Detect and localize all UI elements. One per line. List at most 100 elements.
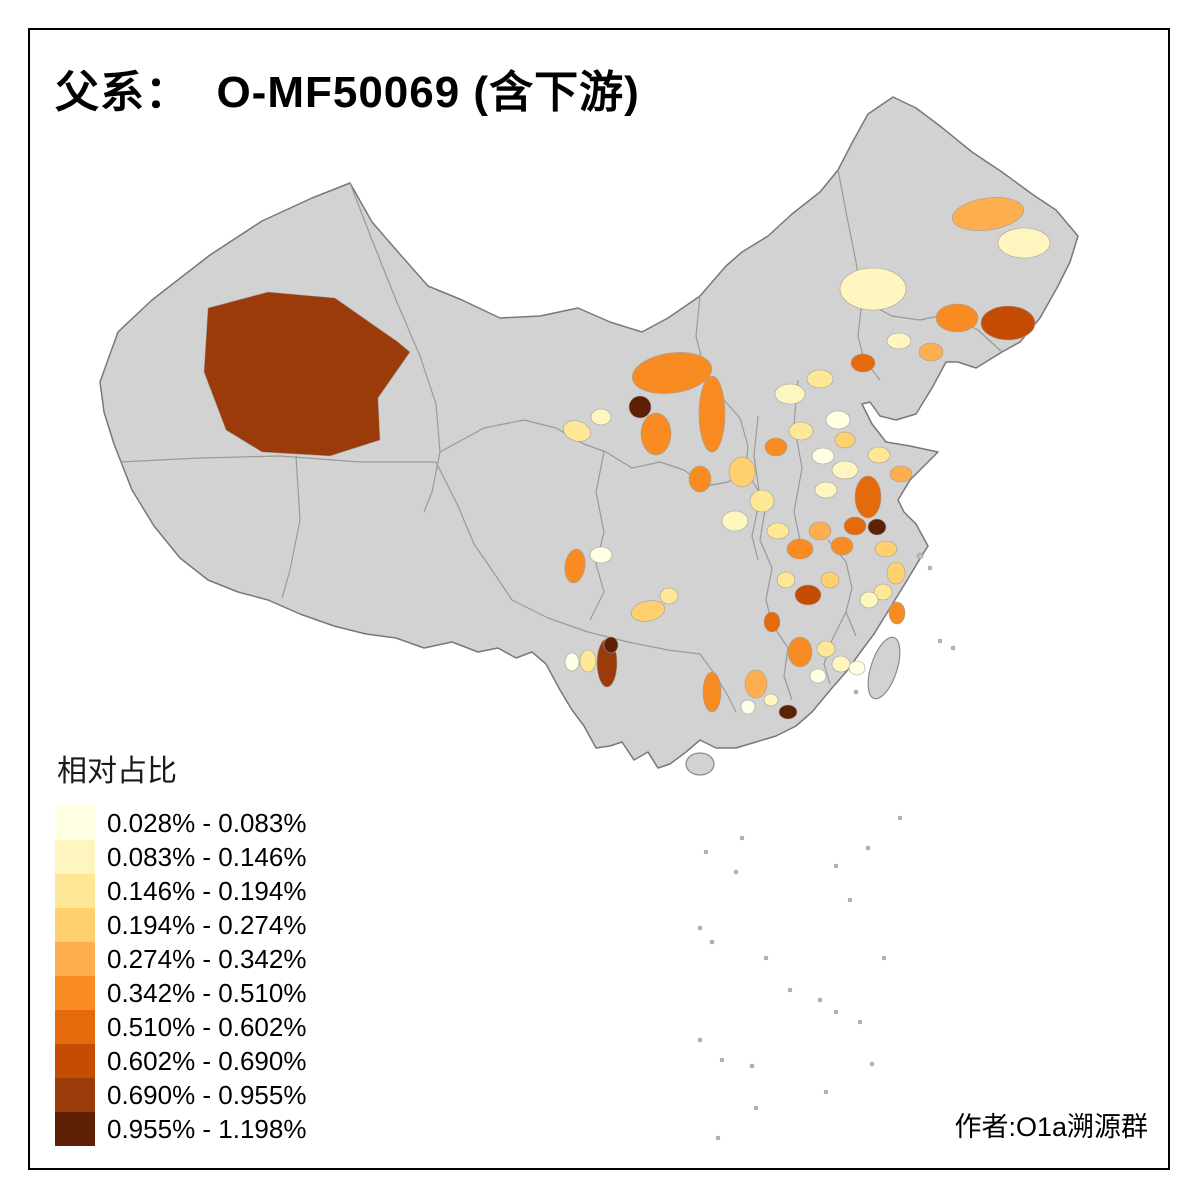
legend-row: 0.510% - 0.602% <box>55 1010 306 1044</box>
small-island <box>787 987 793 993</box>
map-region <box>850 353 876 373</box>
map-region <box>778 704 798 720</box>
small-island <box>715 1135 721 1141</box>
small-island <box>733 869 739 875</box>
map-region <box>764 437 788 457</box>
map-region <box>579 649 597 673</box>
map-region <box>590 408 612 426</box>
legend-swatch <box>55 1112 95 1146</box>
map-region <box>788 421 814 441</box>
map-region <box>843 516 867 536</box>
map-region <box>763 693 779 707</box>
map-region <box>702 671 722 713</box>
map-region <box>811 447 835 465</box>
legend-row: 0.194% - 0.274% <box>55 908 306 942</box>
small-island <box>937 638 943 644</box>
legend-swatch <box>55 976 95 1010</box>
map-region <box>848 660 866 676</box>
map-region <box>997 227 1051 259</box>
map-region <box>766 522 790 540</box>
map-region <box>889 465 913 483</box>
map-region <box>808 521 832 541</box>
legend-row: 0.028% - 0.083% <box>55 806 306 840</box>
map-region <box>640 412 672 456</box>
map-region <box>794 584 822 606</box>
small-island <box>865 845 871 851</box>
map-region <box>834 431 856 449</box>
legend-row: 0.690% - 0.955% <box>55 1078 306 1112</box>
map-region <box>830 536 854 556</box>
map-region <box>820 571 840 589</box>
legend-label: 0.955% - 1.198% <box>107 1113 307 1144</box>
legend-label: 0.510% - 0.602% <box>107 1011 307 1042</box>
map-region <box>874 540 898 558</box>
legend-swatch <box>55 1010 95 1044</box>
author-credit: 作者:O1a溯源群 <box>954 1112 1148 1142</box>
map-region <box>935 303 979 333</box>
map-region <box>825 410 851 430</box>
small-island <box>853 689 859 695</box>
legend-rows: 0.028% - 0.083% 0.083% - 0.146% 0.146% - 0… <box>55 806 306 1146</box>
map-region <box>740 699 756 715</box>
map-region <box>628 395 652 419</box>
small-island <box>881 955 887 961</box>
map-region <box>603 636 619 654</box>
map-region <box>728 456 756 488</box>
small-island <box>763 955 769 961</box>
map-region <box>867 446 891 464</box>
legend-swatch <box>55 874 95 908</box>
map-region <box>631 352 713 394</box>
legend-label: 0.028% - 0.083% <box>107 807 307 838</box>
taiwan-island <box>867 636 901 700</box>
small-island <box>697 925 703 931</box>
map-region <box>886 332 912 350</box>
map-region <box>763 611 781 633</box>
map-region <box>787 636 813 668</box>
map-region <box>886 561 906 585</box>
map-region <box>806 369 834 389</box>
legend-swatch <box>55 806 95 840</box>
legend-row: 0.083% - 0.146% <box>55 840 306 874</box>
map-region <box>749 489 775 513</box>
map-region <box>774 383 806 405</box>
map-region <box>698 375 726 453</box>
legend-label: 0.194% - 0.274% <box>107 909 307 940</box>
small-island <box>719 1057 725 1063</box>
map-region <box>203 291 411 457</box>
map-region <box>831 460 859 480</box>
map-region <box>688 465 712 493</box>
map-region <box>888 601 906 625</box>
legend-swatch <box>55 1044 95 1078</box>
legend-swatch <box>55 1078 95 1112</box>
legend-swatch <box>55 908 95 942</box>
legend-swatch <box>55 840 95 874</box>
map-region <box>744 669 768 699</box>
legend-row: 0.274% - 0.342% <box>55 942 306 976</box>
small-island <box>817 997 823 1003</box>
map-region <box>873 583 893 601</box>
map-region <box>563 420 591 442</box>
page-title: 父系： O-MF50069 (含下游) <box>55 68 640 117</box>
small-island <box>857 1019 863 1025</box>
map-region <box>776 571 796 589</box>
map-region <box>918 342 944 362</box>
small-island <box>749 1063 755 1069</box>
map-region <box>659 587 679 605</box>
legend-row: 0.955% - 1.198% <box>55 1112 306 1146</box>
hainan-island <box>685 752 715 776</box>
map-region <box>589 546 613 564</box>
legend-label: 0.083% - 0.146% <box>107 841 307 872</box>
colored-regions <box>203 197 1051 720</box>
map-region <box>854 475 882 519</box>
map-region <box>951 197 1025 231</box>
small-island <box>869 1061 875 1067</box>
map-region <box>786 538 814 560</box>
small-island <box>823 1089 829 1095</box>
legend-label: 0.342% - 0.510% <box>107 977 307 1008</box>
small-island <box>833 863 839 869</box>
map-region <box>721 510 749 532</box>
small-island <box>697 1037 703 1043</box>
legend-row: 0.146% - 0.194% <box>55 874 306 908</box>
small-island <box>739 835 745 841</box>
